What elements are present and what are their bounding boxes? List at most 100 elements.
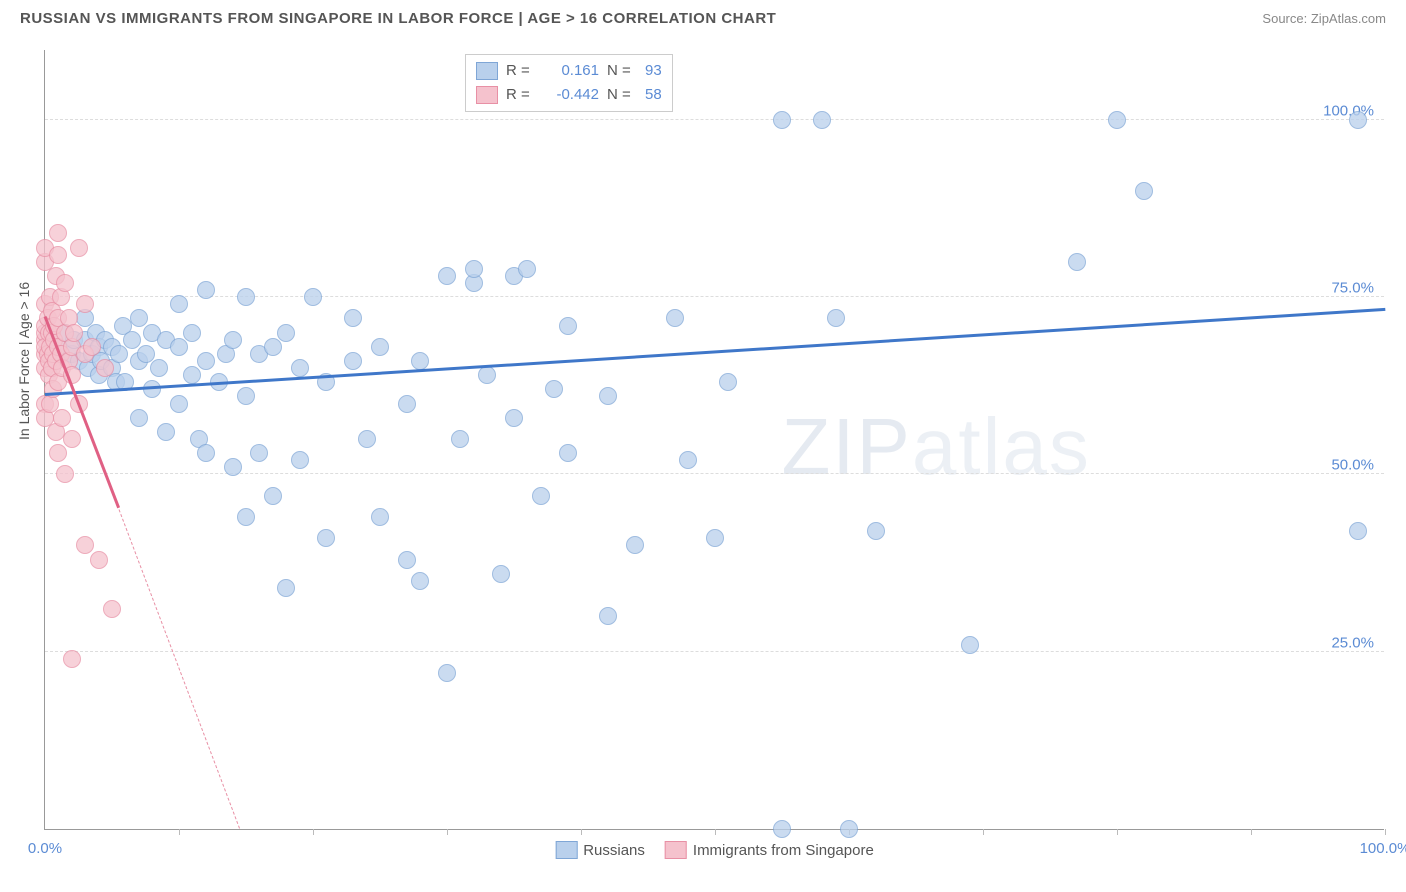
x-tick [1385, 829, 1386, 835]
data-point-russians [183, 324, 201, 342]
data-point-russians [1349, 111, 1367, 129]
r-label: R = [506, 83, 536, 107]
data-point-singapore [83, 338, 101, 356]
data-point-singapore [65, 324, 83, 342]
data-point-russians [371, 508, 389, 526]
data-point-russians [505, 409, 523, 427]
trend-line [45, 308, 1385, 396]
data-point-russians [170, 338, 188, 356]
data-point-singapore [76, 295, 94, 313]
data-point-russians [706, 529, 724, 547]
data-point-russians [1068, 253, 1086, 271]
data-point-russians [545, 380, 563, 398]
data-point-singapore [76, 536, 94, 554]
data-point-russians [344, 309, 362, 327]
data-point-russians [961, 636, 979, 654]
stats-row: R =0.161N =93 [476, 59, 662, 83]
data-point-russians [666, 309, 684, 327]
data-point-russians [250, 444, 268, 462]
legend-swatch [555, 841, 577, 859]
y-tick-label: 25.0% [1331, 634, 1374, 651]
watermark: ZIPatlas [781, 401, 1090, 493]
data-point-singapore [56, 465, 74, 483]
stats-row: R =-0.442N =58 [476, 83, 662, 107]
legend-label: Russians [583, 842, 645, 859]
data-point-russians [773, 820, 791, 838]
n-value: 58 [645, 83, 662, 107]
data-point-russians [304, 288, 322, 306]
data-point-russians [237, 387, 255, 405]
data-point-russians [465, 260, 483, 278]
data-point-russians [867, 522, 885, 540]
data-point-russians [438, 664, 456, 682]
data-point-singapore [49, 444, 67, 462]
data-point-russians [679, 451, 697, 469]
data-point-russians [1349, 522, 1367, 540]
legend-item-singapore: Immigrants from Singapore [665, 841, 874, 859]
data-point-russians [137, 345, 155, 363]
data-point-russians [492, 565, 510, 583]
y-axis-label: In Labor Force | Age > 16 [16, 282, 32, 440]
data-point-russians [197, 281, 215, 299]
n-label: N = [607, 59, 637, 83]
x-tick-label: 0.0% [28, 840, 62, 857]
data-point-russians [123, 331, 141, 349]
data-point-russians [130, 309, 148, 327]
data-point-russians [411, 572, 429, 590]
scatter-chart: ZIPatlas R =0.161N =93R =-0.442N =58 Rus… [44, 50, 1384, 830]
legend-swatch [665, 841, 687, 859]
data-point-russians [197, 444, 215, 462]
legend-item-russians: Russians [555, 841, 645, 859]
chart-title: RUSSIAN VS IMMIGRANTS FROM SINGAPORE IN … [20, 10, 776, 27]
data-point-russians [451, 430, 469, 448]
data-point-russians [237, 288, 255, 306]
data-point-russians [411, 352, 429, 370]
data-point-singapore [103, 600, 121, 618]
data-point-russians [170, 295, 188, 313]
data-point-russians [277, 579, 295, 597]
legend: Russians Immigrants from Singapore [555, 841, 874, 859]
data-point-russians [827, 309, 845, 327]
data-point-russians [626, 536, 644, 554]
data-point-singapore [56, 274, 74, 292]
x-tick-label: 100.0% [1360, 840, 1406, 857]
data-point-russians [813, 111, 831, 129]
data-point-russians [599, 387, 617, 405]
data-point-russians [719, 373, 737, 391]
data-point-russians [398, 551, 416, 569]
data-point-russians [291, 451, 309, 469]
data-point-singapore [90, 551, 108, 569]
source-link[interactable]: ZipAtlas.com [1311, 11, 1386, 26]
data-point-russians [773, 111, 791, 129]
data-point-singapore [63, 430, 81, 448]
n-label: N = [607, 83, 637, 107]
data-point-russians [150, 359, 168, 377]
data-point-russians [157, 423, 175, 441]
data-point-russians [559, 444, 577, 462]
data-point-russians [183, 366, 201, 384]
correlation-stats-box: R =0.161N =93R =-0.442N =58 [465, 54, 673, 112]
x-tick [1117, 829, 1118, 835]
series-swatch [476, 62, 498, 80]
x-tick [983, 829, 984, 835]
x-tick [1251, 829, 1252, 835]
gridline-h [45, 473, 1384, 474]
data-point-singapore [53, 409, 71, 427]
gridline-h [45, 651, 1384, 652]
data-point-russians [840, 820, 858, 838]
source-attribution: Source: ZipAtlas.com [1262, 11, 1386, 26]
x-tick [581, 829, 582, 835]
x-tick [715, 829, 716, 835]
data-point-singapore [49, 224, 67, 242]
data-point-russians [344, 352, 362, 370]
data-point-russians [559, 317, 577, 335]
data-point-singapore [49, 246, 67, 264]
x-tick [313, 829, 314, 835]
data-point-russians [371, 338, 389, 356]
data-point-russians [224, 458, 242, 476]
data-point-russians [291, 359, 309, 377]
data-point-russians [237, 508, 255, 526]
data-point-russians [532, 487, 550, 505]
data-point-russians [358, 430, 376, 448]
data-point-russians [317, 529, 335, 547]
